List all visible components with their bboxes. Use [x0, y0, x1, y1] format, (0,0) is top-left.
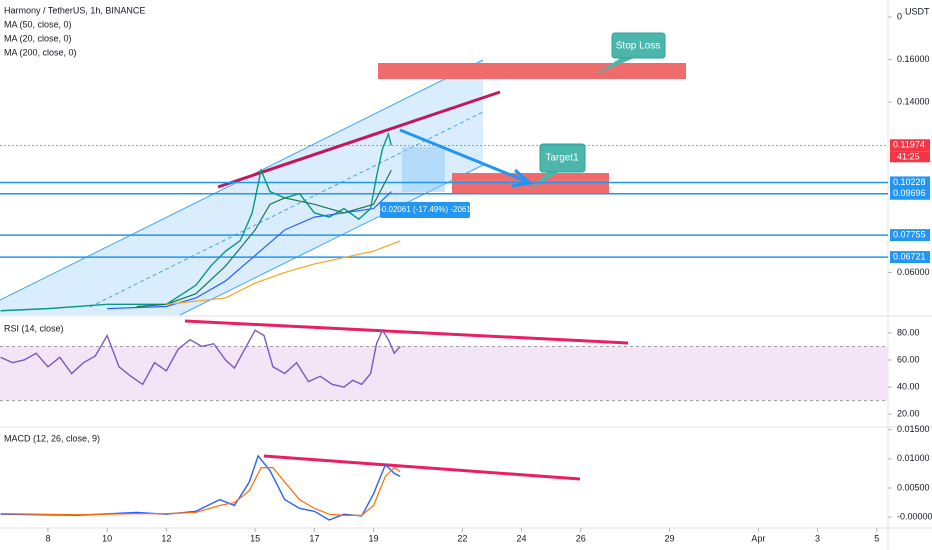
x-tick-label: 24	[517, 533, 527, 543]
channel-fill	[0, 60, 483, 315]
y-tick-label: 0	[897, 11, 902, 21]
x-tick-label: 3	[815, 533, 820, 543]
price-level-label: 0.06721	[893, 251, 926, 261]
resistance-line	[217, 90, 501, 189]
price-level-tag	[890, 251, 930, 264]
stop-loss-callout	[611, 32, 666, 59]
x-tick-label: 5	[874, 533, 879, 543]
countdown-tag	[890, 151, 930, 163]
x-tick-label: 17	[309, 533, 319, 543]
price-level-label: 0.09696	[893, 188, 926, 198]
currency-label: USDT	[905, 6, 930, 16]
measure-box	[402, 147, 445, 192]
measure-label-box	[380, 202, 470, 218]
y-tick-label: 40.00	[897, 381, 920, 391]
rsi-divergence	[184, 319, 629, 345]
y-tick-label: 0.01000	[897, 453, 930, 463]
legend-entry: MA (20, close, 0)	[4, 33, 72, 43]
rsi-band	[0, 346, 888, 401]
x-tick-label: 26	[576, 533, 586, 543]
price-level-label: 0.07755	[893, 229, 926, 239]
x-tick-label: Apr	[751, 533, 765, 543]
series-line	[0, 466, 401, 516]
target-text: Target1	[545, 153, 579, 164]
y-tick-label: 20.00	[897, 409, 920, 419]
target-callout	[539, 143, 586, 173]
stop-loss-text: Stop Loss	[616, 41, 660, 52]
target-arrow	[399, 128, 529, 184]
countdown: 41:25	[897, 152, 920, 162]
measure-text: -0.02061 (-17.49%) -2061	[379, 205, 471, 214]
x-tick-label: 10	[102, 533, 112, 543]
macd-title: MACD (12, 26, close, 9)	[4, 433, 100, 443]
price-level-tag	[890, 187, 930, 200]
macd-divergence	[263, 454, 581, 481]
x-tick-label: 8	[45, 533, 50, 543]
y-tick-label: 0.06000	[897, 267, 930, 277]
x-tick-label: 29	[665, 533, 675, 543]
y-tick-label: 80.00	[897, 327, 920, 337]
channel-mid	[89, 111, 484, 308]
y-tick-label: -0.00000	[897, 511, 932, 521]
y-tick-label: 0.16000	[897, 54, 930, 64]
price-level-tag	[890, 229, 930, 242]
callout-pointer	[595, 57, 636, 75]
price-level-label: 0.10228	[893, 177, 926, 187]
y-tick-label: 60.00	[897, 354, 920, 364]
price-level-tag	[890, 139, 930, 152]
x-tick-label: 15	[250, 533, 260, 543]
y-tick-label: 0.01500	[897, 424, 930, 434]
y-tick-label: 0.14000	[897, 97, 930, 107]
x-tick-label: 22	[457, 533, 467, 543]
y-tick-label: 0.00500	[897, 482, 930, 492]
legend-entry: MA (200, close, 0)	[4, 47, 77, 57]
series-line	[166, 240, 401, 305]
series-line	[0, 328, 401, 388]
x-tick-label: 12	[161, 533, 171, 543]
callout-pointer	[530, 171, 560, 190]
price-level-label: 0.11974	[893, 140, 925, 150]
rsi-title: RSI (14, close)	[4, 323, 64, 333]
stop-loss-zone	[378, 63, 686, 79]
price-level-tag	[890, 176, 930, 189]
series-line	[136, 169, 392, 308]
series-line	[0, 131, 392, 312]
chart-title: Harmony / TetherUS, 1h, BINANCE	[4, 5, 145, 15]
x-tick-label: 19	[369, 533, 379, 543]
legend-entry: MA (50, close, 0)	[4, 19, 72, 29]
